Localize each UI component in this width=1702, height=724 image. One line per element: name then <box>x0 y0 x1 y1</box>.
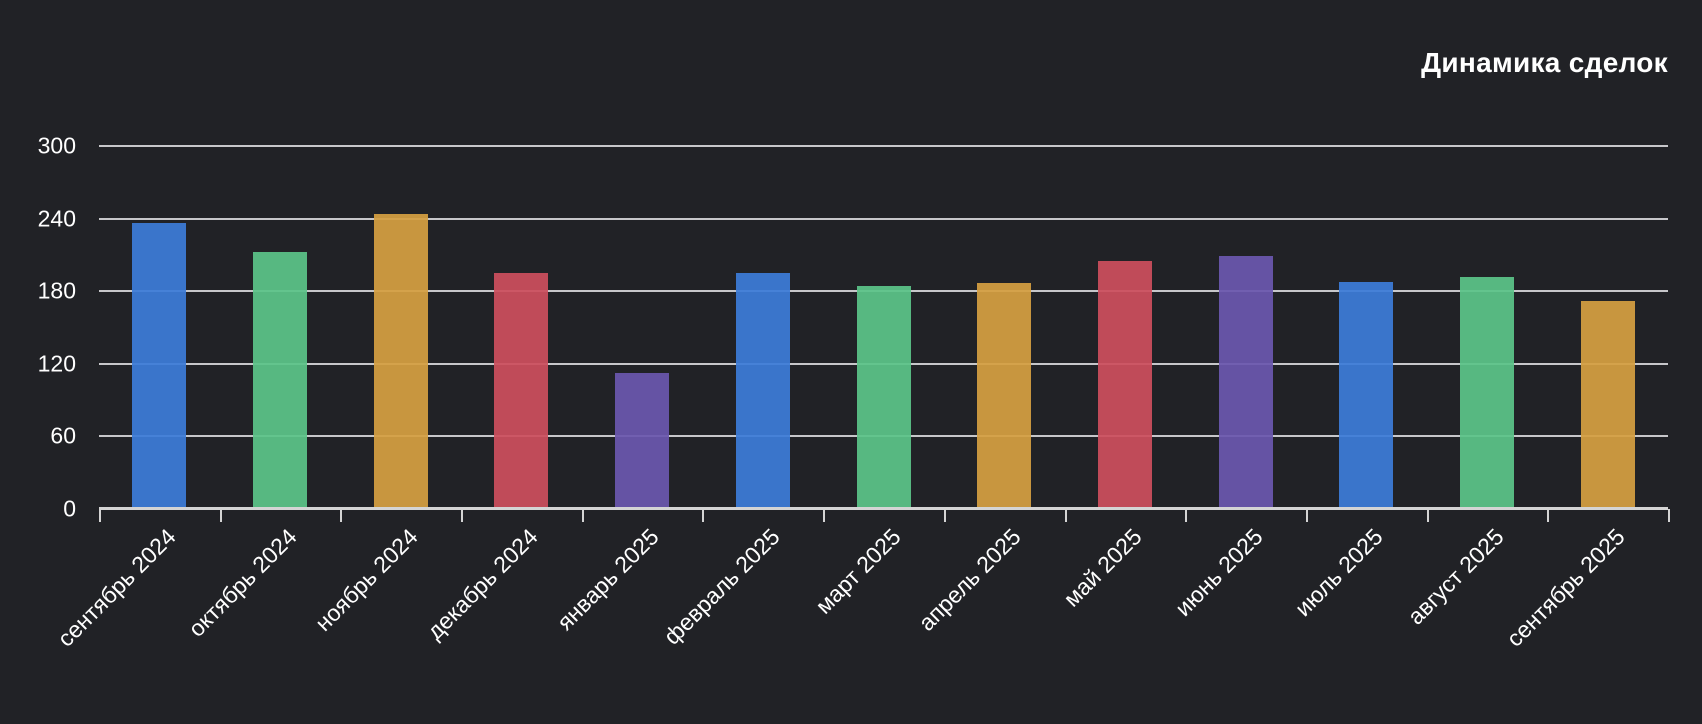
y-tick-label-120: 120 <box>37 350 76 377</box>
x-tick-label-0: сентябрь 2024 <box>52 523 181 652</box>
x-axis-tick-11 <box>1427 509 1429 522</box>
x-axis-tick-13 <box>1668 509 1670 522</box>
x-axis-tick-4 <box>582 509 584 522</box>
x-tick-label-8: май 2025 <box>1058 523 1147 612</box>
bar-10 <box>1339 281 1393 509</box>
x-axis-tick-2 <box>340 509 342 522</box>
x-tick-label-10: июль 2025 <box>1289 523 1388 622</box>
x-axis-tick-12 <box>1547 509 1549 522</box>
y-tick-label-60: 60 <box>50 422 76 449</box>
x-tick-label-9: июнь 2025 <box>1169 523 1268 622</box>
bar-11 <box>1460 276 1514 509</box>
bar-2 <box>374 213 428 509</box>
gridline-300 <box>99 145 1668 147</box>
x-axis-tick-0 <box>99 509 101 522</box>
x-axis-tick-8 <box>1065 509 1067 522</box>
x-axis-tick-10 <box>1306 509 1308 522</box>
y-tick-label-180: 180 <box>37 277 76 304</box>
x-tick-label-3: декабрь 2024 <box>421 523 543 645</box>
x-tick-label-2: ноябрь 2024 <box>309 523 423 637</box>
chart-title: Динамика сделок <box>1421 47 1668 78</box>
bar-4 <box>615 373 669 509</box>
gridline-240 <box>99 217 1668 220</box>
x-axis-tick-9 <box>1185 509 1187 522</box>
x-axis-tick-1 <box>220 509 222 522</box>
x-axis-tick-7 <box>944 509 946 522</box>
bar-6 <box>857 286 911 509</box>
bar-5 <box>736 273 790 509</box>
bar-7 <box>977 282 1031 509</box>
x-tick-label-7: апрель 2025 <box>913 523 1026 636</box>
x-tick-label-4: январь 2025 <box>551 523 664 636</box>
bar-0 <box>132 223 186 509</box>
x-tick-label-5: февраль 2025 <box>658 523 785 650</box>
bar-1 <box>253 252 307 509</box>
x-axis-tick-6 <box>823 509 825 522</box>
x-axis-tick-5 <box>702 509 704 522</box>
bar-12 <box>1581 300 1635 509</box>
x-axis-tick-3 <box>461 509 463 522</box>
x-tick-label-1: октябрь 2024 <box>183 523 302 642</box>
y-tick-label-0: 0 <box>63 495 76 522</box>
bar-3 <box>494 273 548 509</box>
x-tick-label-12: сентябрь 2025 <box>1501 523 1630 652</box>
y-tick-label-240: 240 <box>37 205 76 232</box>
x-axis-line <box>99 507 1668 510</box>
y-tick-label-300: 300 <box>37 132 76 159</box>
x-tick-label-11: август 2025 <box>1402 523 1509 630</box>
x-tick-label-6: март 2025 <box>810 523 906 619</box>
bar-9 <box>1219 256 1273 509</box>
plot-area <box>99 145 1670 522</box>
bar-8 <box>1098 260 1152 509</box>
